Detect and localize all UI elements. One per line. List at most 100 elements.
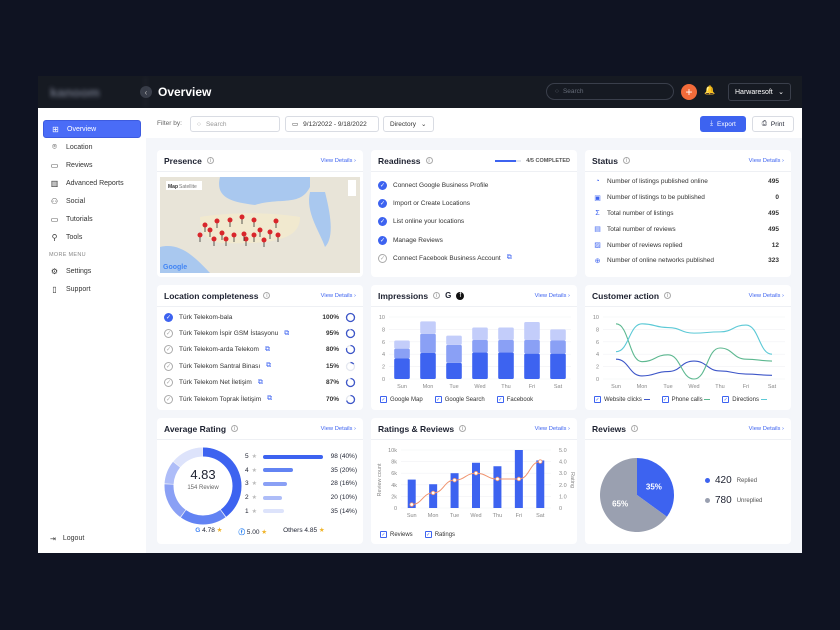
- status-label: Total number of reviews: [607, 225, 676, 233]
- review-count: 154 Review: [187, 485, 219, 491]
- print-button[interactable]: ⎙ Print: [752, 116, 794, 132]
- external-link-icon[interactable]: ⧉: [506, 254, 512, 262]
- google-icon: G: [195, 527, 201, 534]
- readiness-item[interactable]: ✓ Connect Facebook Business Account ⧉: [371, 249, 577, 267]
- directory-dropdown[interactable]: Directory ⌄: [383, 116, 434, 132]
- info-icon[interactable]: i: [459, 425, 467, 432]
- pie-label: 35%: [646, 482, 662, 491]
- y2-tick-label: 3.0: [559, 471, 567, 477]
- legend-unreplied: 780 Unreplied: [705, 495, 762, 506]
- sidebar-item-tools[interactable]: ⚲ Tools: [43, 228, 141, 246]
- customer-action-chart: 0 2 4 6 8 10 Sun Mon Tue Wed Thu Fri Sat: [593, 315, 785, 390]
- status-item: ▣ Number of listings to be published 0: [585, 190, 791, 206]
- reviews-pie-chart: 35% 65%: [600, 458, 674, 532]
- location-item[interactable]: ✓ Türk Telekom-bala 100%: [157, 309, 363, 325]
- average-score: 4.83: [190, 467, 216, 482]
- rating-bar: [263, 468, 323, 473]
- check-icon: ✓: [164, 312, 173, 322]
- add-button[interactable]: +: [681, 84, 697, 100]
- legend-google-map[interactable]: ✓ Google Map: [380, 396, 423, 403]
- legend-directions[interactable]: ✓ Directions: [722, 396, 767, 403]
- info-icon[interactable]: i: [206, 157, 214, 164]
- status-item: ▤ Total number of reviews 495: [585, 221, 791, 237]
- legend-label: Ratings: [434, 532, 456, 538]
- view-details-link[interactable]: View Details ›: [534, 425, 570, 432]
- check-icon: ✓: [164, 394, 173, 404]
- bar-google-search: [420, 333, 436, 353]
- info-icon[interactable]: i: [263, 292, 271, 299]
- y2-axis-label: Rating: [569, 472, 575, 488]
- export-button[interactable]: ⤓ Export: [700, 116, 746, 132]
- view-details-link[interactable]: View Details ›: [320, 157, 356, 164]
- sidebar-item-reviews[interactable]: ▭ Reviews: [43, 156, 141, 174]
- view-details-link[interactable]: View Details ›: [320, 425, 356, 432]
- legend-phone-calls[interactable]: ✓ Phone calls: [661, 396, 711, 403]
- info-icon[interactable]: i: [622, 157, 630, 164]
- sidebar-item-social[interactable]: ⚇ Social: [43, 192, 141, 210]
- location-item[interactable]: ✓ Türk Telekom Net İletişim ⧉ 87%: [157, 375, 363, 391]
- y-tick-label: 2k: [391, 494, 397, 500]
- view-details-link[interactable]: View Details ›: [320, 292, 356, 299]
- location-pin: [251, 217, 257, 223]
- legend-facebook[interactable]: ✓ Facebook: [496, 396, 533, 403]
- chevron-down-icon: ⌄: [778, 89, 784, 96]
- star-icon: ★: [251, 467, 258, 474]
- readiness-item[interactable]: ✓ Import or Create Locations: [371, 194, 577, 212]
- external-link-icon[interactable]: ⧉: [264, 345, 270, 353]
- readiness-item[interactable]: ✓ Manage Reviews: [371, 231, 577, 249]
- filter-search-input[interactable]: ○ Search: [190, 116, 280, 132]
- directory-label: Directory: [390, 120, 417, 128]
- sidebar-item-label: Support: [66, 285, 91, 293]
- sidebar-item-location[interactable]: ⌾ Location: [43, 138, 141, 156]
- global-search-input[interactable]: ○ Search: [546, 83, 674, 100]
- info-icon[interactable]: i: [664, 292, 672, 299]
- info-icon[interactable]: i: [433, 292, 441, 299]
- star-icon: ★: [251, 495, 258, 502]
- bar-google-search: [524, 339, 540, 354]
- status-icon: ▨: [594, 242, 601, 250]
- sidebar-item-overview[interactable]: ⊞ Overview: [43, 120, 141, 138]
- sidebar-item-tutorials[interactable]: ▭ Tutorials: [43, 210, 141, 228]
- location-name: Türk Telekom Toprak İletişim: [179, 395, 262, 403]
- view-details-link[interactable]: View Details ›: [748, 425, 784, 432]
- view-details-link[interactable]: View Details ›: [534, 292, 570, 299]
- info-icon[interactable]: i: [631, 425, 639, 432]
- status-item: ⊕ Number of online networks published 323: [585, 253, 791, 269]
- location-item[interactable]: ✓ Türk Telekom Santral Binası ⧉ 15%: [157, 358, 363, 374]
- view-details-link[interactable]: View Details ›: [748, 292, 784, 299]
- sidebar-item-label: Location: [66, 143, 93, 151]
- info-icon[interactable]: i: [425, 157, 433, 164]
- location-item[interactable]: ✓ Türk Telekom Toprak İletişim ⧉ 70%: [157, 391, 363, 407]
- view-details-link[interactable]: View Details ›: [748, 157, 784, 164]
- rating-row: 1 ★ 35 (14%): [245, 504, 357, 518]
- line-website-clicks: [615, 358, 773, 377]
- external-link-icon[interactable]: ⧉: [267, 395, 273, 403]
- location-name: Türk Telekom Net İletişim: [179, 379, 252, 387]
- bell-icon[interactable]: 🔔: [704, 85, 716, 95]
- readiness-item[interactable]: ✓ Connect Google Business Profile: [371, 176, 577, 194]
- account-dropdown[interactable]: Harwaresoft ⌄: [728, 83, 791, 101]
- x-tick-label: Tue: [449, 384, 458, 390]
- sidebar-item-support[interactable]: ▯ Support: [43, 280, 141, 298]
- external-link-icon[interactable]: ⧉: [266, 362, 272, 370]
- external-link-icon[interactable]: ⧉: [257, 378, 263, 386]
- legend-website-clicks[interactable]: ✓ Website clicks: [594, 396, 650, 403]
- star-level: 2: [245, 494, 249, 502]
- status-icon: ⊕: [594, 257, 601, 265]
- legend-ratings[interactable]: ✓ Ratings: [424, 531, 456, 538]
- map[interactable]: Map Satellite Google: [160, 177, 360, 273]
- rating-row: 3 ★ 28 (16%): [245, 477, 357, 491]
- sidebar-item-settings[interactable]: ⚙ Settings: [43, 262, 141, 280]
- location-pin: [241, 231, 247, 237]
- location-item[interactable]: ✓ Türk Telekom-arda Telekom ⧉ 80%: [157, 342, 363, 358]
- date-range-picker[interactable]: ▭ 9/12/2022 - 9/18/2022: [285, 116, 379, 132]
- readiness-item[interactable]: ✓ List online your locations: [371, 213, 577, 231]
- sidebar-item-advanced-reports[interactable]: ▥ Advanced Reports: [43, 174, 141, 192]
- info-icon[interactable]: i: [231, 425, 239, 432]
- legend-reviews[interactable]: ✓ Reviews: [380, 531, 413, 538]
- external-link-icon[interactable]: ⧉: [284, 329, 290, 337]
- location-item[interactable]: ✓ Türk Telekom İspir GSM İstasyonu ⧉ 95%: [157, 325, 363, 341]
- legend-google-search[interactable]: ✓ Google Search: [434, 396, 485, 403]
- checkbox-icon: ✓: [380, 396, 387, 403]
- logout-button[interactable]: ⇥ Logout: [50, 535, 84, 543]
